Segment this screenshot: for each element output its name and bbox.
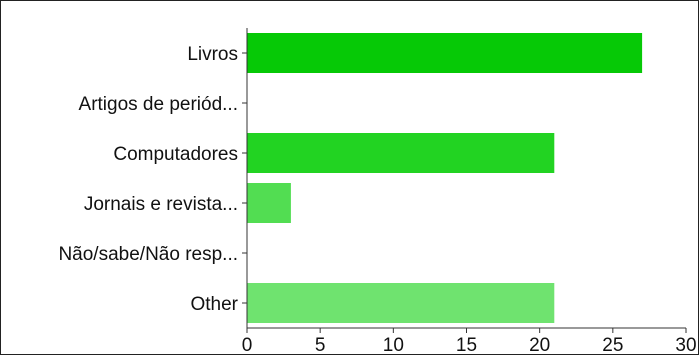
bar-1: [247, 33, 643, 73]
bar-4: [247, 183, 291, 223]
x-tick-label: 30: [675, 335, 696, 355]
category-label: Computadores: [113, 144, 238, 165]
category-label: Other: [190, 294, 238, 315]
bar-6: [247, 283, 555, 323]
x-tick-label: 5: [315, 335, 326, 355]
x-tick-label: 15: [456, 335, 477, 355]
bars-group: [247, 33, 643, 323]
category-label: Artigos de periód...: [79, 94, 238, 115]
x-tick-label: 20: [529, 335, 550, 355]
category-label: Jornais e revista...: [84, 194, 238, 215]
category-labels: Livros Artigos de periód... Computadores Jo…: [58, 44, 247, 315]
x-axis-ticks: 0 5 10 15 20 25 30: [242, 328, 697, 355]
x-tick-label: 25: [602, 335, 623, 355]
category-label: Livros: [187, 44, 238, 65]
bar-3: [247, 133, 555, 173]
x-tick-label: 10: [383, 335, 404, 355]
x-tick-label: 0: [242, 335, 253, 355]
category-label: Não/sabe/Não resp...: [58, 244, 238, 265]
